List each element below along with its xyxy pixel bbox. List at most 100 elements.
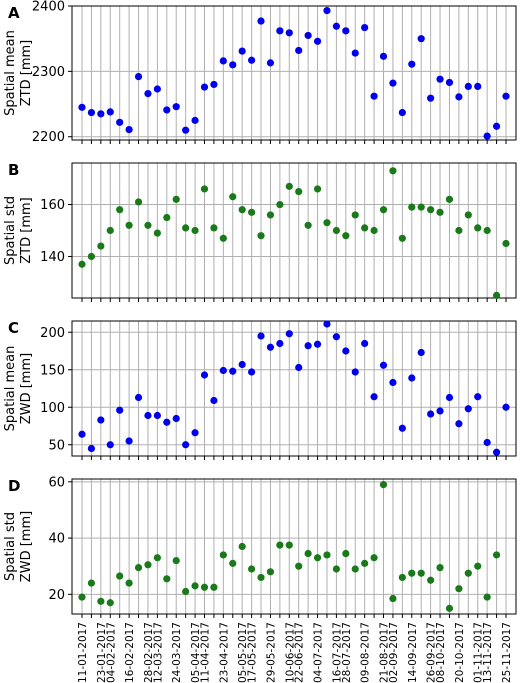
y-tick-label: 150	[40, 363, 65, 378]
data-point	[464, 405, 472, 413]
data-point	[436, 75, 444, 83]
data-point	[266, 59, 275, 67]
x-tick-label: 11-01-2017	[77, 622, 89, 683]
data-point	[97, 242, 105, 250]
data-point	[87, 252, 96, 261]
y-tick-label: 100	[40, 401, 65, 416]
data-point	[116, 118, 124, 126]
data-point	[219, 57, 227, 65]
data-point	[417, 348, 425, 357]
y-tick-label: 200	[40, 326, 65, 341]
data-point	[295, 363, 303, 372]
plot-frame	[71, 5, 517, 141]
data-point	[257, 332, 265, 340]
data-point	[398, 424, 406, 432]
data-point	[502, 403, 510, 411]
data-point	[304, 31, 312, 40]
data-point	[229, 61, 237, 69]
x-tick-label: 04-07-2017	[313, 622, 325, 683]
data-point	[125, 579, 133, 587]
data-point	[351, 49, 359, 57]
data-point	[276, 541, 284, 549]
data-point	[398, 573, 406, 582]
data-point	[408, 569, 416, 577]
data-point	[229, 559, 237, 567]
data-point	[210, 224, 218, 232]
data-point	[144, 411, 152, 420]
x-tick-label: 22-06-2017	[294, 622, 306, 683]
data-point	[445, 604, 454, 612]
x-tick-label: 09-08-2017	[360, 622, 372, 683]
data-point	[266, 568, 275, 576]
data-point	[455, 226, 463, 235]
data-point	[436, 407, 444, 415]
data-point	[332, 22, 340, 30]
data-point	[464, 211, 472, 219]
x-tick-label: 01-11-2017	[473, 622, 485, 683]
data-point	[285, 541, 293, 549]
data-point	[144, 561, 152, 569]
x-tick-label: 26-09-2017	[426, 622, 438, 683]
x-tick-label: 14-09-2017	[407, 622, 419, 683]
data-point	[153, 411, 161, 420]
data-point	[248, 368, 256, 376]
data-point	[455, 93, 463, 101]
x-tick-label: 29-05-2017	[265, 622, 277, 683]
data-point	[78, 260, 86, 268]
y-tick-label: 160	[40, 198, 65, 213]
data-point	[361, 339, 369, 348]
data-point	[474, 562, 482, 570]
data-point	[229, 193, 237, 201]
y-tick-label: 2400	[32, 0, 65, 15]
data-point	[163, 106, 171, 114]
data-point	[257, 573, 265, 582]
data-point	[323, 219, 331, 227]
data-point	[389, 594, 397, 603]
data-point	[134, 393, 143, 402]
data-point	[182, 441, 190, 449]
data-point	[492, 122, 501, 130]
data-point	[417, 35, 425, 43]
plot-frame	[71, 478, 517, 615]
data-point	[248, 56, 256, 64]
data-point	[464, 82, 472, 90]
x-tick-label: 13-11-2017	[482, 622, 494, 683]
x-tick-label: 23-04-2017	[218, 622, 230, 683]
data-point	[257, 17, 265, 25]
data-point	[417, 203, 425, 211]
panel-D: 20 40 60 Spatial stdZWD [mm] D	[3, 475, 517, 618]
x-tick-label: 24-03-2017	[171, 622, 183, 683]
x-tick-label: 16-07-2017	[331, 622, 343, 683]
data-point	[219, 366, 227, 375]
data-point	[483, 226, 491, 235]
data-point	[163, 418, 171, 426]
data-point	[172, 103, 180, 111]
data-point	[125, 437, 133, 445]
data-point	[191, 116, 199, 124]
data-point	[379, 361, 388, 369]
data-point	[266, 343, 275, 351]
data-point	[313, 185, 322, 193]
data-point	[78, 430, 86, 438]
data-point	[332, 333, 340, 341]
data-point	[474, 224, 482, 232]
y-tick-label: 40	[48, 532, 65, 547]
data-point	[106, 599, 114, 607]
data-point	[361, 23, 369, 32]
data-point	[427, 94, 435, 102]
data-point	[436, 563, 444, 572]
data-point	[285, 330, 293, 338]
data-point	[483, 438, 491, 447]
data-point	[445, 393, 454, 402]
data-point	[295, 187, 303, 196]
data-point	[427, 410, 435, 418]
x-tick-label: 11-04-2017	[199, 622, 211, 683]
data-point	[285, 29, 293, 37]
data-point	[313, 340, 322, 348]
data-point	[106, 441, 114, 449]
data-point	[408, 374, 416, 382]
data-point	[332, 226, 340, 235]
data-point	[502, 92, 510, 100]
data-point	[492, 291, 501, 300]
y-tick-label: 2200	[32, 130, 65, 145]
